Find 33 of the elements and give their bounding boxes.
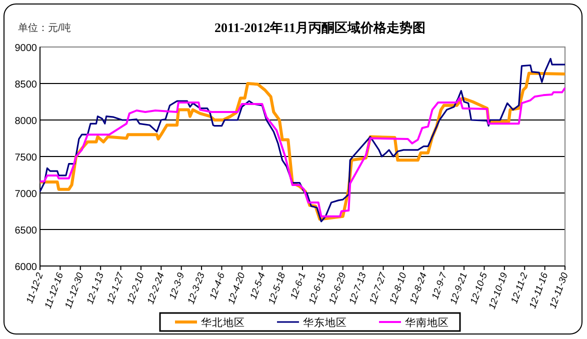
x-tick-label: 12-1-27 <box>105 270 127 306</box>
legend-label: 华北地区 <box>201 316 245 329</box>
y-tick-label: 7000 <box>14 189 38 200</box>
x-tick-label: 12-6-29 <box>327 270 349 306</box>
x-tick-label: 12-2-24 <box>145 271 167 306</box>
legend-label: 华南地区 <box>405 316 449 329</box>
x-tick-label: 12-1-13 <box>84 270 107 306</box>
x-tick-label: 11-12-2 <box>24 270 46 306</box>
x-tick-label: 12-7-27 <box>368 270 390 306</box>
x-tick-label: 12-10-5 <box>468 270 490 306</box>
y-tick-label: 6000 <box>14 262 38 273</box>
x-tick-label: 12-8-10 <box>388 270 410 306</box>
x-tick-label: 12-3-23 <box>186 270 208 306</box>
x-tick-label: 12-6-1 <box>288 271 308 301</box>
y-tick-label: 7500 <box>14 152 38 164</box>
x-tick-label: 12-4-20 <box>226 270 248 306</box>
x-tick-label: 12-4-6 <box>208 270 228 301</box>
y-tick-label: 8500 <box>14 80 38 90</box>
y-tick-label: 8000 <box>14 116 38 127</box>
x-tick-label: 12-5-18 <box>266 270 288 306</box>
x-tick-label: 12-2-10 <box>125 270 148 306</box>
x-tick-label: 12-5-4 <box>248 271 268 301</box>
legend-label: 华东地区 <box>303 316 347 329</box>
x-tick-label: 12-8-24 <box>408 271 430 306</box>
x-tick-label: 12-7-13 <box>347 270 370 306</box>
x-tick-label: 12-6-15 <box>306 270 329 306</box>
x-tick-label: 12-3-9 <box>167 270 188 301</box>
x-tick-label: 12-11-2 <box>509 270 531 306</box>
x-tick-label: 12-9-7 <box>430 270 450 301</box>
chart-title: 2011-2012年11月丙酮区域价格走势图 <box>214 20 426 35</box>
text: 单位：元/吨 <box>18 22 71 34</box>
y-tick-label: 9000 <box>14 43 38 54</box>
y-tick-label: 6500 <box>14 226 38 236</box>
